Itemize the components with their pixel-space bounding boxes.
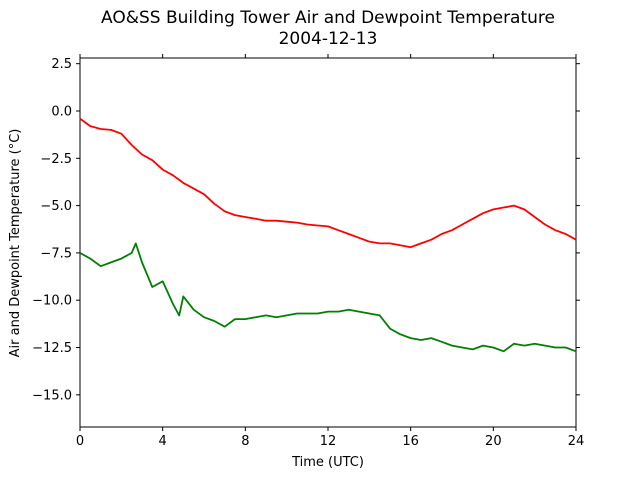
- plot-area-frame: [79, 57, 577, 428]
- chart-subtitle: 2004-12-13: [278, 29, 378, 49]
- y-tick-label: −10.0: [32, 294, 72, 309]
- chart-title: AO&SS Building Tower Air and Dewpoint Te…: [80, 8, 576, 50]
- y-tick-label: −12.5: [32, 341, 72, 356]
- air-temperature-line: [79, 117, 577, 249]
- y-tick-label: −5.0: [40, 199, 72, 214]
- chart-title-line: AO&SS Building Tower Air and Dewpoint Te…: [100, 8, 555, 28]
- x-tick-label: 12: [320, 434, 337, 449]
- x-tick-label: 8: [241, 434, 249, 449]
- x-tick-label: 0: [76, 434, 84, 449]
- y-tick-label: −2.5: [40, 152, 72, 167]
- y-tick-label: −15.0: [32, 388, 72, 403]
- x-tick-label: 4: [159, 434, 167, 449]
- dewpoint-temperature-line: [79, 242, 577, 353]
- y-tick-label: −7.5: [40, 246, 72, 261]
- series-layer: [79, 117, 577, 353]
- y-tick-label: 0.0: [51, 104, 72, 119]
- x-axis-label: Time (UTC): [291, 455, 364, 470]
- axis-ticks: 0 4 8 12 16 20 24 2.5 0.0 −2.5 −5.0 −7.5 −10.0 −12.5 −…: [32, 54, 584, 449]
- x-tick-label: 16: [402, 434, 419, 449]
- x-tick-label: 20: [485, 434, 502, 449]
- y-axis-label: Air and Dewpoint Temperature (°C): [8, 129, 23, 358]
- y-tick-label: 2.5: [51, 57, 72, 72]
- x-tick-label: 24: [568, 434, 585, 449]
